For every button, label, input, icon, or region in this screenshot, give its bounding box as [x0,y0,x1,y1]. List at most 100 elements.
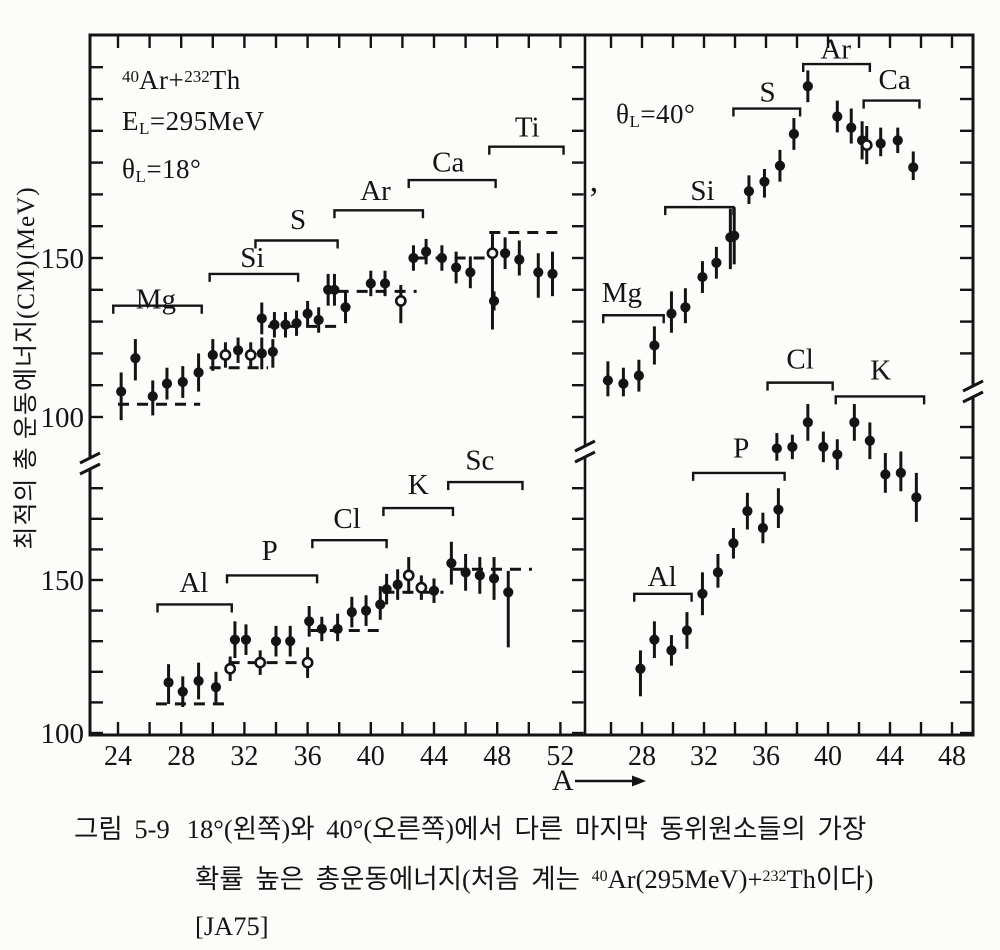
element-label: Mg [136,283,176,315]
element-label: P [262,535,278,567]
element-label: Al [648,561,677,593]
x-tick-label: 44 [420,741,448,772]
element-bracket [732,107,802,117]
y-tick-label: 150 [41,243,85,275]
isotope-group-left-S: S [254,204,339,338]
axis-break-gap [579,446,591,457]
isotope-group-left-K: K [381,469,455,605]
element-label: Cl [333,503,360,535]
isotope-group-right-P: P [691,432,786,616]
data-point [712,567,724,578]
data-point [402,569,415,582]
data-point [759,176,770,187]
y-tick-label: 100 [41,402,85,434]
data-point [757,522,769,534]
x-tick-label: 24 [104,741,132,772]
element-label: Ca [879,64,911,96]
data-point [849,417,860,428]
element-bracket [766,381,834,391]
data-point [177,376,188,388]
axis-break-slash [962,379,984,393]
data-point [771,443,782,454]
figure-caption: 그림 5-9 18°(왼쪽)와 40°(오른쪽)에서 다른 마지막 동위원소들의… [74,806,994,950]
data-point [193,367,204,378]
data-point [503,587,514,598]
axis-break-slash [79,462,101,476]
lab-angle-label-right: θL=40° [616,99,696,131]
data-point [163,677,174,688]
data-point [421,246,432,257]
data-point [533,267,544,278]
data-point [269,319,280,330]
x-tick-label: 48 [938,741,966,772]
data-point [313,314,324,326]
data-point [285,636,296,647]
data-point [697,271,708,283]
data-point [256,313,267,324]
isotope-group-right-Ca: Ca [862,64,921,181]
element-bracket [208,272,300,282]
element-bracket [112,304,203,314]
isotope-group-left-Ti: Ti [486,112,566,330]
axis-break-slash [574,439,596,453]
data-point [316,623,327,635]
data-point [379,278,391,289]
axis-break-gap [967,386,979,397]
data-point [681,625,693,636]
data-point [224,662,237,675]
element-bracket [225,574,319,584]
data-point [302,308,313,319]
data-point [436,252,447,264]
data-point [788,128,800,140]
isotope-group-right-Cl: Cl [766,344,843,470]
axis-break-gap [84,458,96,469]
data-point [743,186,755,197]
isotope-group-left-Cl: Cl [304,503,388,642]
element-bracket [254,239,339,249]
data-point [244,349,257,361]
data-point [219,349,232,361]
data-point [618,378,629,389]
data-point [860,139,873,152]
data-point [832,111,843,122]
data-point [360,605,372,616]
data-point [908,162,919,173]
isotope-group-left-Mg: Mg [112,283,204,421]
element-label: Mg [602,277,642,309]
data-point [329,284,340,295]
data-point [451,262,462,273]
isotope-group-right-Si: Si [664,175,740,333]
caption-text-1: 18°(왼쪽)와 40°(오른쪽)에서 다른 마지막 동위원소들의 가장 [186,814,867,844]
x-axis-title: A [552,764,574,797]
data-point [486,247,499,260]
data-point [711,257,722,268]
element-bracket [447,480,524,491]
data-point [680,302,691,313]
data-point [161,378,173,389]
data-point [291,318,302,329]
data-point [500,248,511,259]
data-point [365,278,376,289]
data-point [254,656,267,669]
x-tick-label: 28 [167,741,195,772]
axis-break-slash [574,450,596,464]
element-bracket [834,395,926,405]
data-point [474,570,485,581]
data-point [742,506,753,517]
x-tick-label: 44 [876,741,904,772]
beam-energy-label: EL=295MeV [122,106,265,138]
reaction-label: 40Ar+232Th [122,65,241,95]
data-point [602,375,614,386]
isotope-group-left-P: P [224,535,319,681]
lab-angle-label-left: θL=18° [122,154,202,186]
data-point [728,538,739,549]
data-point [832,449,843,460]
element-bracket [602,314,665,324]
data-point [774,160,786,171]
x-tick-label: 36 [752,741,780,772]
data-point [394,295,407,307]
x-tick-label: 48 [483,741,511,772]
element-label: Ar [820,34,851,66]
right-panel-title: θL=40° [616,94,695,142]
element-bracket [311,539,388,549]
